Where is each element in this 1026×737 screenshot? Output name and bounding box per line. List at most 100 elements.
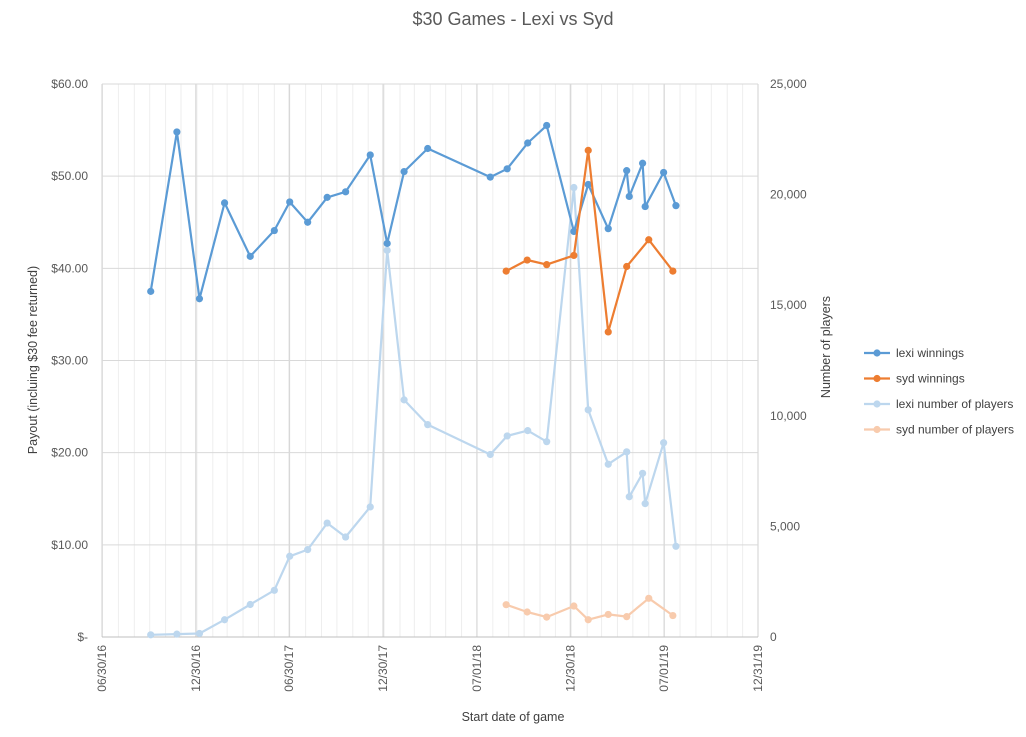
x-tick-label: 12/30/17 — [376, 645, 390, 692]
lexi-number-of-players-point — [604, 460, 612, 468]
lexi-number-of-players-line — [150, 186, 677, 636]
lexi-number-of-players-point — [672, 542, 680, 550]
lexi-number-of-players-point — [660, 439, 668, 447]
lexi-winnings-point — [270, 226, 278, 235]
lexi-number-of-players-point — [570, 183, 578, 192]
x-tick-label: 06/30/17 — [282, 645, 296, 692]
syd-winnings-point — [523, 256, 531, 264]
lexi-number-of-players-point — [304, 546, 312, 554]
lexi-number-of-players-point — [641, 500, 649, 508]
lexi-winnings-point — [400, 167, 408, 176]
syd-number-of-players-point — [523, 608, 531, 616]
y2-tick-label: 0 — [770, 630, 777, 644]
lexi-number-of-players-point — [173, 630, 181, 638]
x-tick-label: 06/30/16 — [95, 645, 109, 692]
lexi-winnings-point — [543, 121, 551, 130]
lexi-number-of-players-point — [424, 421, 432, 429]
lexi-winnings-point — [246, 252, 254, 260]
syd-winnings-point — [623, 262, 631, 271]
syd-winnings-point — [543, 261, 551, 269]
y2-tick-label: 25,000 — [770, 77, 807, 91]
y-tick-label: $50.00 — [51, 169, 88, 183]
legend-label-syd-winnings: syd winnings — [896, 372, 965, 386]
y-axis-ticks: $- $10.00 $20.00 $30.00 $40.00 $50.00 $60.00 — [51, 77, 88, 644]
y2-axis-title: Number of players — [819, 296, 833, 398]
lexi-number-of-players-point — [286, 552, 294, 560]
legend-swatch-marker — [873, 400, 881, 408]
y2-tick-label: 20,000 — [770, 188, 807, 202]
syd-winnings-point — [604, 328, 612, 336]
syd-winnings-point — [584, 146, 592, 154]
syd-winnings-point — [645, 236, 653, 244]
lexi-number-of-players-point — [486, 450, 494, 459]
legend-swatch-marker — [873, 374, 881, 383]
y-axis-title: Payout (incluing $30 fee returned) — [26, 266, 40, 454]
y-tick-label: $20.00 — [51, 446, 88, 460]
lexi-winnings-series — [147, 121, 680, 303]
lexi-number-of-players-point — [270, 586, 278, 594]
lexi-winnings-point — [220, 199, 229, 207]
lexi-winnings-point — [604, 225, 612, 233]
syd-winnings-point — [502, 267, 510, 275]
lexi-winnings-point — [672, 202, 680, 210]
y-tick-label: $30.00 — [51, 354, 88, 368]
y2-axis-ticks: 0 5,000 10,000 15,000 20,000 25,000 — [770, 77, 807, 644]
syd-number-of-players-series — [502, 594, 677, 624]
lexi-number-of-players-series — [147, 183, 680, 639]
x-tick-label: 12/31/19 — [751, 645, 765, 692]
syd-number-of-players-point — [645, 594, 653, 602]
syd-winnings-point — [570, 251, 578, 260]
lexi-winnings-point — [638, 159, 647, 167]
syd-winnings-point — [669, 267, 677, 275]
lexi-winnings-point — [625, 192, 633, 201]
x-tick-label: 07/01/19 — [657, 645, 671, 692]
lexi-number-of-players-point — [543, 438, 551, 446]
lexi-winnings-point — [623, 167, 631, 175]
lexi-number-of-players-point — [584, 406, 592, 414]
legend-label-lexi-winnings: lexi winnings — [896, 346, 964, 360]
chart-title: $30 Games - Lexi vs Syd — [412, 9, 613, 29]
y2-tick-label: 10,000 — [770, 409, 807, 423]
lexi-winnings-point — [641, 202, 649, 211]
lexi-winnings-point — [147, 287, 155, 295]
lexi-winnings-point — [584, 180, 592, 189]
lexi-winnings-point — [366, 151, 374, 159]
y-tick-label: $40.00 — [51, 261, 88, 275]
lexi-number-of-players-point — [623, 448, 631, 456]
lexi-number-of-players-point — [524, 427, 532, 435]
lexi-number-of-players-point — [503, 432, 511, 440]
lexi-winnings-line — [149, 124, 677, 300]
syd-number-of-players-point — [543, 613, 551, 621]
syd-number-of-players-point — [604, 610, 612, 619]
lexi-number-of-players-point — [342, 533, 350, 541]
lexi-winnings-point — [304, 218, 312, 226]
x-tick-label: 12/30/16 — [189, 645, 203, 692]
lexi-number-of-players-point — [400, 396, 408, 404]
y-tick-label: $60.00 — [51, 77, 88, 91]
lexi-winnings-point — [195, 295, 204, 303]
syd-number-of-players-point — [502, 601, 510, 609]
y-tick-label: $10.00 — [51, 538, 88, 552]
y-tick-label: $- — [77, 630, 88, 644]
lexi-winnings-point — [323, 193, 331, 201]
lexi-winnings-point — [503, 165, 511, 173]
x-tick-label: 12/30/18 — [563, 645, 577, 692]
syd-winnings-series — [502, 146, 677, 336]
lexi-number-of-players-point — [323, 519, 331, 527]
lexi-number-of-players-point — [147, 631, 155, 639]
syd-number-of-players-point — [669, 611, 677, 620]
x-axis-ticks: 06/30/16 12/30/16 06/30/17 12/30/17 07/01/18… — [95, 645, 765, 692]
lexi-winnings-point — [486, 173, 494, 181]
lexi-winnings-point — [173, 128, 181, 136]
series-layer — [147, 121, 680, 639]
legend: lexi winnings syd winnings lexi number of … — [864, 346, 1014, 437]
lexi-number-of-players-point — [366, 503, 374, 511]
lexi-number-of-players-point — [195, 629, 204, 638]
x-tick-label: 07/01/18 — [470, 645, 484, 692]
legend-swatch-marker — [873, 425, 881, 434]
y2-tick-label: 5,000 — [770, 519, 800, 533]
lexi-winnings-point — [570, 227, 578, 236]
lexi-number-of-players-point — [220, 616, 229, 624]
lexi-winnings-point — [286, 198, 294, 206]
